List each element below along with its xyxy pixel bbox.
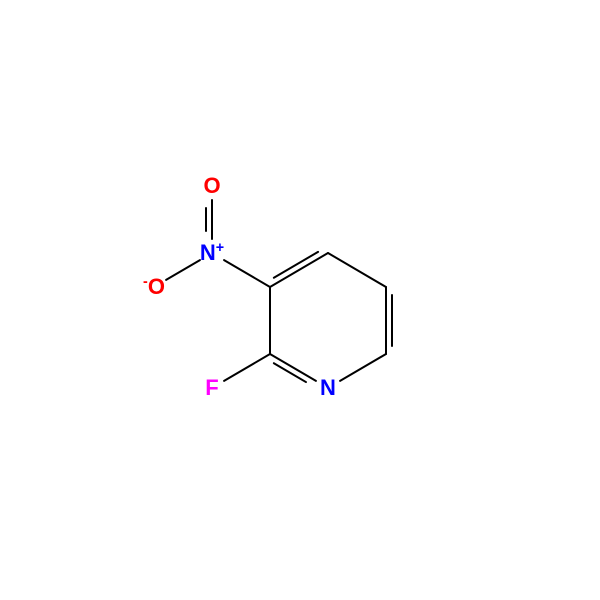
atom-O1: O: [203, 173, 220, 199]
atom-Nn: N+: [200, 240, 224, 266]
molecule-canvas: N F N+ O -O: [0, 0, 600, 600]
atom-F: F: [205, 375, 218, 401]
atom-O2: -O: [143, 274, 165, 300]
molecule-bonds: [0, 0, 600, 600]
atom-N1: N: [320, 375, 336, 401]
